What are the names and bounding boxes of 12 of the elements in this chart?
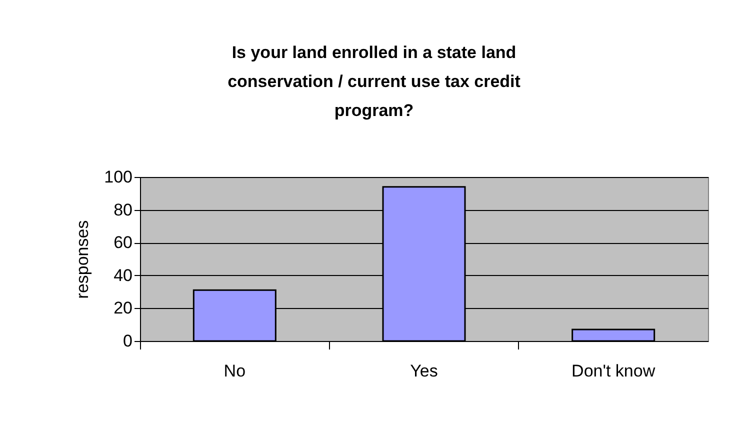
- x-tick-label: No: [224, 362, 246, 380]
- bar: [572, 328, 656, 342]
- y-tick-label: 0: [123, 332, 132, 350]
- x-tick-label: Don't know: [572, 362, 656, 380]
- y-tick-label: 20: [114, 298, 132, 318]
- y-tick-label: 100: [104, 168, 132, 186]
- chart-title: Is your land enrolled in a state land conservation / current use tax credit program?: [228, 43, 521, 120]
- y-tick-label: 80: [114, 200, 132, 220]
- x-tick-label: Yes: [410, 362, 438, 380]
- y-axis-title: responses: [73, 220, 92, 299]
- y-tick-label: 40: [114, 266, 132, 285]
- y-tick-label: 60: [114, 233, 132, 252]
